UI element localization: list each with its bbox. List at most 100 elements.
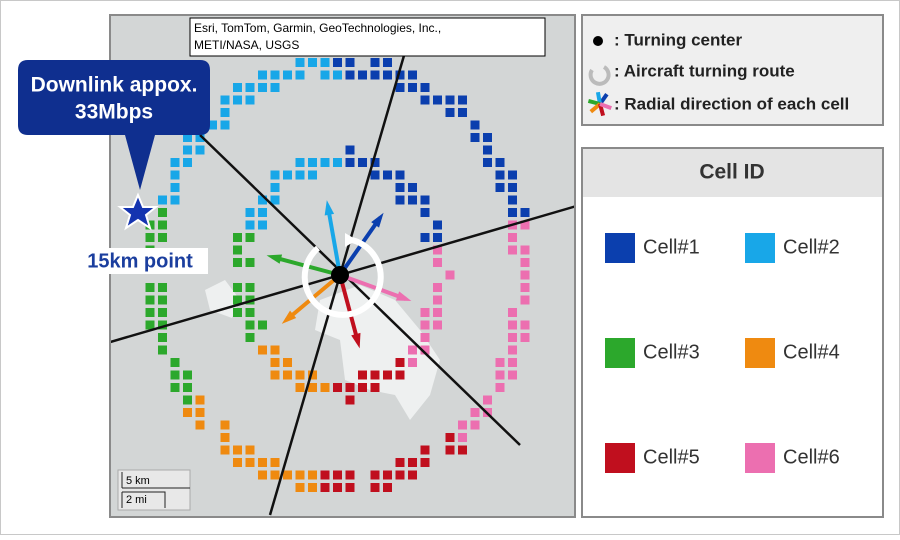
cell-square	[220, 433, 230, 442]
cell-square	[445, 108, 455, 117]
cell-square	[433, 233, 442, 242]
cell-square	[183, 383, 192, 392]
scale-mi: 2 mi	[126, 494, 147, 506]
cell-square	[295, 58, 305, 67]
cell-square	[508, 195, 517, 205]
cell-square	[245, 333, 255, 342]
cell-square	[308, 170, 317, 180]
cell-square	[470, 120, 480, 130]
cell-square	[345, 470, 355, 480]
cell-square	[420, 233, 430, 242]
cell-square	[483, 158, 492, 167]
legend-radial	[587, 91, 612, 117]
cell-square	[195, 420, 205, 430]
cell-list: Cell#1 Cell#2 Cell#3 Cell#4 Cell#5 Cell#6	[605, 233, 840, 473]
cell-square	[195, 145, 205, 155]
cell-square	[520, 295, 530, 305]
cell-square	[520, 245, 530, 255]
cell-square	[508, 358, 517, 367]
cell-square	[258, 83, 267, 92]
cell-square	[295, 370, 305, 380]
scale-bar: 5 km 2 mi	[117, 469, 191, 511]
cell-square	[270, 195, 280, 205]
cell-square	[283, 70, 292, 80]
cell-square	[345, 158, 355, 167]
cell-square	[258, 320, 267, 330]
cell-square	[333, 70, 342, 80]
cell-square	[395, 70, 405, 80]
cell-square	[433, 295, 442, 305]
cell-square	[345, 395, 355, 405]
cell-square	[258, 458, 267, 467]
callout	[18, 60, 210, 190]
cell-square	[333, 483, 342, 492]
cell-square	[508, 233, 517, 242]
cell-square	[395, 358, 405, 367]
cell-square	[370, 483, 380, 492]
cell-square	[508, 345, 517, 355]
cell-square	[508, 245, 517, 255]
cell-square	[445, 433, 455, 442]
cell-square	[408, 458, 417, 467]
cell-square	[258, 208, 267, 217]
cell-square	[170, 170, 180, 180]
callout-text: 33Mbps	[75, 101, 153, 124]
cell-square	[233, 245, 242, 255]
cell-square	[295, 483, 305, 492]
cell-label: Cell#1	[643, 236, 700, 258]
cell-square	[458, 445, 467, 455]
cell-square	[395, 83, 405, 92]
cell-title: Cell ID	[699, 161, 764, 184]
cell-square	[358, 370, 367, 380]
cell-swatch	[745, 338, 775, 368]
cell-square	[270, 70, 280, 80]
cell-square	[370, 470, 380, 480]
cell-square	[420, 83, 430, 92]
cell-swatch	[745, 443, 775, 473]
arrow-head	[324, 200, 335, 216]
cell-square	[158, 283, 167, 292]
cell-square	[145, 320, 155, 330]
cell-square	[345, 58, 355, 67]
cell-square	[408, 70, 417, 80]
cell-square	[433, 220, 442, 230]
cell-swatch	[605, 233, 635, 263]
cell-label: Cell#3	[643, 341, 700, 363]
cell-square	[258, 70, 267, 80]
cell-square	[270, 183, 280, 192]
cell-square	[158, 333, 167, 342]
cell-square	[170, 158, 180, 167]
arrow	[338, 274, 361, 344]
cell-square	[370, 383, 380, 392]
cell-square	[220, 420, 230, 430]
cell-square	[270, 170, 280, 180]
cell-square	[420, 320, 430, 330]
cell-square	[508, 208, 517, 217]
cell-square	[445, 95, 455, 105]
cell-square	[395, 470, 405, 480]
cell-square	[320, 383, 330, 392]
cell-square	[158, 295, 167, 305]
cell-square	[458, 420, 467, 430]
cell-square	[183, 395, 192, 405]
cell-square	[158, 233, 167, 242]
cell-square	[433, 95, 442, 105]
cell-square	[433, 283, 442, 292]
cell-square	[233, 445, 242, 455]
cell-square	[283, 170, 292, 180]
cell-square	[420, 208, 430, 217]
cell-square	[420, 345, 430, 355]
label-bg	[70, 248, 208, 274]
cell-square	[508, 183, 517, 192]
attribution: Esri, TomTom, Garmin, GeoTechnologies, I…	[194, 21, 441, 35]
cell-square	[270, 345, 280, 355]
cell-swatch	[605, 338, 635, 368]
cell-square	[470, 133, 480, 142]
cell-square	[233, 95, 242, 105]
map-layer	[111, 34, 574, 516]
cell-square	[158, 345, 167, 355]
cell-square	[333, 158, 342, 167]
cell-square	[170, 358, 180, 367]
cell-square	[520, 208, 530, 217]
legend	[581, 14, 884, 126]
